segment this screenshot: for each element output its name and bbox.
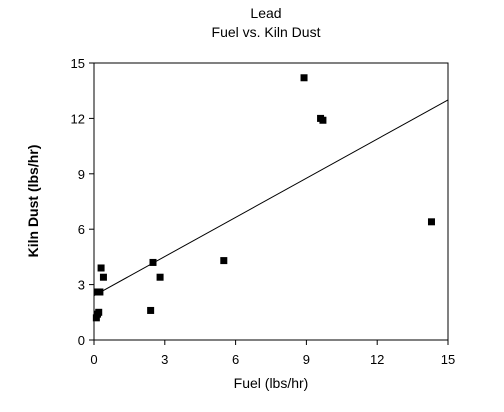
y-tick-label: 12 — [71, 111, 85, 126]
y-tick-label: 9 — [78, 167, 85, 182]
y-tick-label: 6 — [78, 222, 85, 237]
plot-area — [93, 62, 449, 341]
y-tick-label: 0 — [78, 333, 85, 348]
x-tick-label: 0 — [90, 352, 97, 367]
data-point — [156, 273, 164, 281]
y-tick-label: 3 — [78, 278, 85, 293]
data-point — [149, 258, 157, 266]
x-tick-label: 9 — [303, 352, 310, 367]
x-tick-label: 15 — [441, 352, 455, 367]
chart-title: Lead — [250, 5, 281, 21]
axis-ticks: 0 3 6 9 12 15 0 3 6 9 12 15 — [71, 56, 456, 367]
trendline — [93, 99, 449, 297]
data-point — [427, 218, 435, 226]
y-axis-label: Kiln Dust (lbs/hr) — [25, 145, 41, 258]
y-tick-label: 15 — [71, 56, 85, 71]
data-point — [319, 116, 327, 124]
data-point — [300, 74, 308, 82]
x-tick-label: 6 — [232, 352, 239, 367]
trendline-layer — [93, 99, 449, 297]
data-point — [97, 264, 105, 272]
x-tick-label: 12 — [370, 352, 384, 367]
data-point — [96, 288, 104, 296]
x-axis-label: Fuel (lbs/hr) — [234, 375, 309, 391]
data-point — [92, 314, 100, 322]
data-points — [92, 74, 435, 322]
data-point — [147, 306, 155, 314]
data-point — [95, 308, 103, 316]
chart-subtitle: Fuel vs. Kiln Dust — [212, 24, 321, 40]
data-point — [99, 273, 107, 281]
data-point — [220, 257, 228, 265]
x-tick-label: 3 — [161, 352, 168, 367]
